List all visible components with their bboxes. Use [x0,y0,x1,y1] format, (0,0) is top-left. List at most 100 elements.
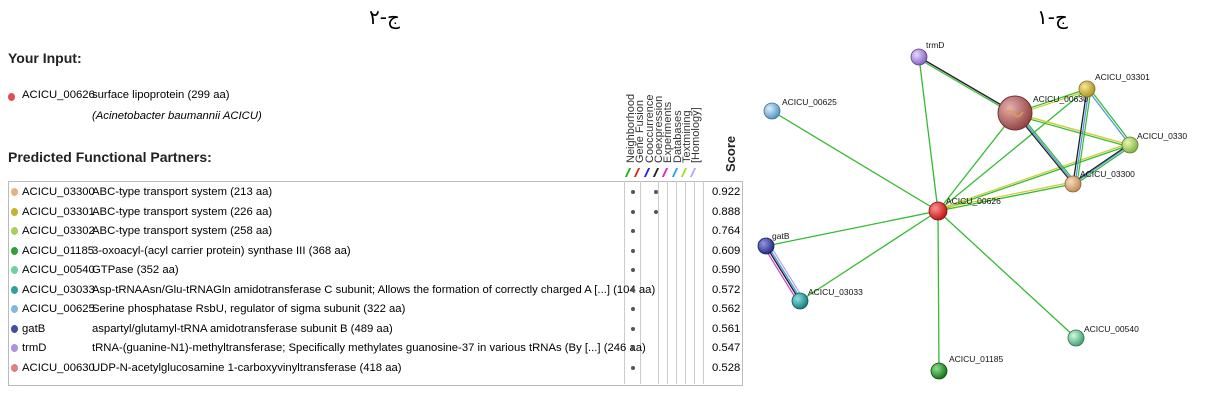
edge-626-3302-b [938,142,1131,210]
evidence-column-divider [624,181,625,384]
partner-description: 3-oxoacyl-(acyl carrier protein) synthas… [92,244,351,257]
evidence-column-divider [703,181,704,384]
node-acicu-03301[interactable]: ACICU_03301 [1078,72,1150,98]
partner-row[interactable]: ACICU_03301 ABC-type transport system (22… [8,203,741,221]
edge-630-3302 [1014,112,1131,146]
node-acicu-00626[interactable]: ACICU_00626 [928,196,1001,221]
partner-score: 0.922 [712,186,741,198]
partner-row[interactable]: ACICU_01185 3-oxoacyl-(acyl carrier prote… [8,242,741,260]
evidence-dot [631,346,635,350]
edge-626-3300-b [937,181,1074,210]
evidence-color-mark [662,168,669,177]
node-label: ACICU_03301 [1095,72,1150,82]
edge-626-3033 [799,210,939,302]
node-gatb[interactable]: gatB [757,231,790,255]
node-trmd[interactable]: trmD [910,40,944,66]
node-label: trmD [926,40,944,50]
partner-row[interactable]: gatB aspartyl/glutamyl-tRNA amidotransfer… [8,320,741,338]
node-acicu-03302[interactable]: ACICU_0330 [1121,131,1187,154]
partner-id[interactable]: ACICU_03302 [22,225,95,237]
panel-label-right: ج-۱ [1037,5,1068,29]
node-acicu-00630[interactable]: ACICU_00630 [997,94,1088,131]
partner-score: 0.609 [712,244,741,257]
evidence-dot [631,287,635,292]
node-label: ACICU_00626 [946,196,1001,206]
partner-id[interactable]: ACICU_01185 [22,244,95,257]
evidence-dot [631,209,635,214]
partner-color-dot [11,324,18,333]
edge-gatB-3033-b [767,245,803,302]
partner-id[interactable]: ACICU_00540 [22,264,95,276]
node-label: ACICU_03300 [1080,169,1135,179]
edge-gatB-3033 [765,245,801,302]
score-header: Score [723,135,738,172]
partner-id[interactable]: gatB [22,322,46,335]
partners-table [8,181,743,386]
partner-row[interactable]: trmD tRNA-(guanine-N1)-methyltransferase;… [8,339,741,357]
input-description: surface lipoprotein (299 aa) [92,89,230,101]
edge-3302-3300-b [1072,146,1131,187]
edge-3301-3300 [1072,88,1088,185]
edge-3301-3302 [1086,88,1131,146]
edge-trmD-630-b [918,58,1016,116]
edge-626-3300 [937,183,1074,212]
evidence-color-mark [652,168,659,177]
evidence-dot [631,248,635,253]
partner-row[interactable]: ACICU_00630 UDP-N-acetylglucosamine 1-car… [8,359,741,377]
edge-gatB-3033-d [769,244,805,301]
evidence-column-divider [640,181,641,384]
edge-630-3300-c [1018,112,1078,185]
edge-626-3302 [937,144,1131,212]
evidence-dot [654,190,658,194]
node-label: ACICU_03033 [808,287,863,297]
edge-630-3302-b [1014,114,1131,148]
node-label: ACICU_00540 [1084,324,1139,334]
partner-color-dot [11,188,18,196]
partner-score: 0.764 [712,225,741,237]
partner-id[interactable]: ACICU_00630 [22,361,95,374]
node-label: ACICU_01185 [949,354,1003,364]
partner-id[interactable]: ACICU_03300 [22,186,95,198]
partner-row[interactable]: ACICU_03302 ABC-type transport system (25… [8,222,741,240]
node-acicu-03300[interactable]: ACICU_03300 [1064,169,1135,193]
node-acicu-01185[interactable]: ACICU_01185 [930,354,1003,380]
partner-row[interactable]: ACICU_00625 Serine phosphatase RsbU, regu… [8,300,741,318]
node-acicu-00540[interactable]: ACICU_00540 [1067,324,1139,347]
partner-id[interactable]: trmD [22,342,47,354]
node-acicu-00625[interactable]: ACICU_00625 [763,97,837,120]
partner-color-dot [11,363,18,372]
edge-626-3301 [937,88,1088,212]
node-acicu-03033[interactable]: ACICU_03033 [791,287,863,310]
partner-score: 0.547 [712,342,741,354]
evidence-color-mark [689,168,697,177]
partner-id[interactable]: ACICU_03033 [22,283,95,296]
node-label: ACICU_00630 [1033,94,1088,104]
evidence-dot [654,209,658,214]
partner-description: ABC-type transport system (213 aa) [92,186,273,198]
partner-description: tRNA-(guanine-N1)-methyltransferase; Spe… [92,342,646,354]
partner-row[interactable]: ACICU_00540 GTPase (352 aa) 0.590 [8,261,741,279]
network-nodes: ACICU_00630 ACICU_03301 ACICU_0330 ACICU… [757,40,1187,380]
partner-color-dot [11,344,18,352]
your-input-title: Your Input: [8,50,82,66]
partner-row[interactable]: ACICU_03300 ABC-type transport system (21… [8,183,741,201]
input-id[interactable]: ACICU_00626 [22,89,95,101]
partner-description: aspartyl/glutamyl-tRNA amidotransferase … [92,322,393,335]
partner-id[interactable]: ACICU_03301 [22,205,95,218]
partner-score: 0.528 [712,361,741,374]
evidence-color-mark [634,168,641,177]
partner-row[interactable]: ACICU_03033 Asp-tRNAAsn/Glu-tRNAGln amido… [8,281,741,299]
evidence-header-label: [Homology] [690,107,703,163]
node-label: ACICU_00625 [782,97,837,107]
edge-3301-3300-b [1074,88,1090,185]
evidence-dot [631,190,635,194]
partner-score: 0.562 [712,303,741,315]
edge-3302-3300 [1072,144,1131,185]
edge-626-gatB [765,210,939,247]
partner-id[interactable]: ACICU_00625 [22,303,95,315]
partner-color-dot [11,305,18,313]
evidence-dot [631,307,635,311]
evidence-dot [631,268,635,272]
partner-description: GTPase (352 aa) [92,264,179,276]
evidence-column-divider [685,181,686,384]
